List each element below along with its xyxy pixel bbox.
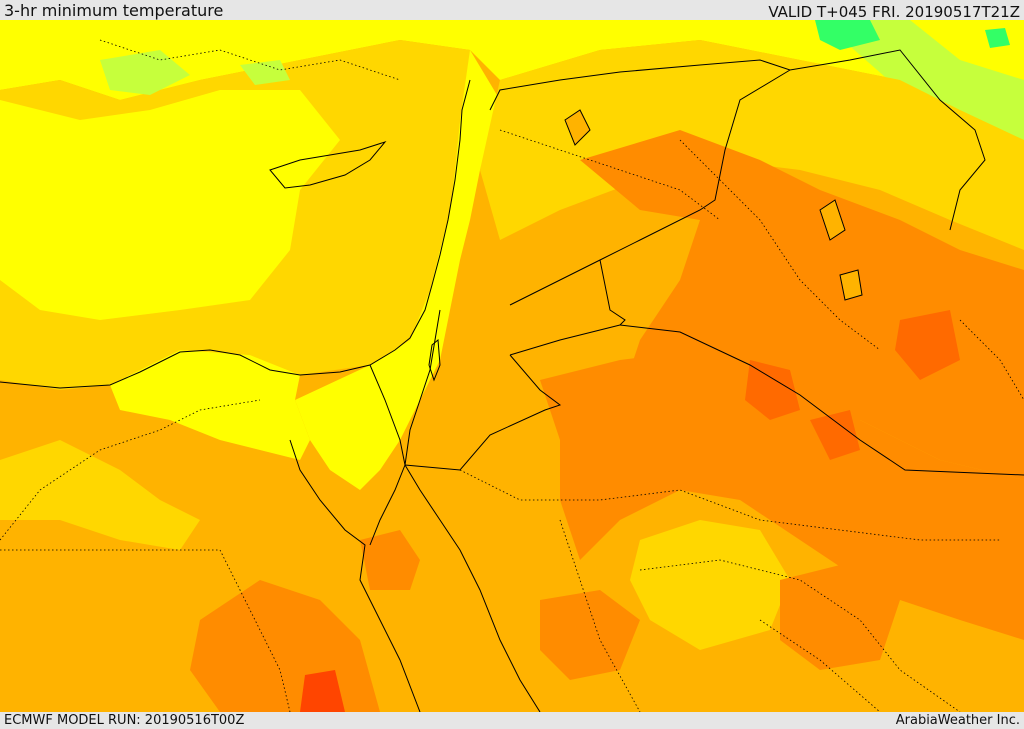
cyprus-outline	[269, 141, 387, 189]
map-canvas	[0, 20, 1024, 712]
green-core-far-east	[985, 28, 1010, 48]
red-sea-orange	[360, 530, 420, 590]
model-run-label: ECMWF MODEL RUN: 20190516T00Z	[4, 713, 245, 728]
jordan-iraq-saudi-border	[599, 259, 1024, 476]
sea-yellow-patch	[0, 90, 340, 320]
hot-spot-iraq-east	[895, 310, 960, 380]
hot-spot-gulf	[810, 410, 860, 460]
credit-label: ArabiaWeather Inc.	[895, 713, 1020, 728]
dead-sea-outline	[428, 338, 441, 382]
green-patch-north-west	[100, 50, 190, 95]
levant-gold-band	[480, 40, 1024, 250]
green-core-north-east	[815, 20, 880, 50]
yemen-orange	[780, 560, 900, 670]
lake-assad	[564, 109, 591, 146]
egypt-red-sea-coast	[289, 439, 421, 712]
temperature-map[interactable]	[0, 20, 1024, 712]
turkey-border	[489, 49, 986, 231]
hot-spot-iraq	[745, 360, 800, 420]
south-gold-patch	[630, 520, 790, 650]
lake-habbaniyah	[839, 269, 863, 301]
saudi-red-sea-coast	[404, 464, 541, 712]
saudi-orange-zone	[540, 350, 1024, 640]
egypt-yellow-zone	[110, 350, 310, 460]
lake-tharthar	[819, 199, 846, 241]
green-patch-small	[240, 60, 290, 85]
hot-spot-egypt	[300, 670, 345, 712]
jordan-saudi-border	[509, 324, 621, 356]
saudi-west-orange	[540, 590, 640, 680]
israel-jordan-border	[404, 309, 441, 466]
levant-yellow-strip	[295, 50, 500, 490]
valid-time: VALID T+045 FRI. 20190517T21Z	[768, 3, 1020, 21]
country-borders	[0, 49, 1024, 712]
header-bar: 3-hr minimum temperature VALID T+045 FRI…	[0, 0, 1024, 20]
syria-iraq-border	[509, 69, 791, 306]
north-yellow-zone	[0, 20, 1024, 140]
map-title: 3-hr minimum temperature	[4, 1, 224, 20]
south-west-gold-patch	[0, 440, 200, 550]
internal-boundaries	[0, 39, 1024, 712]
footer-bar: ECMWF MODEL RUN: 20190516T00Z ArabiaWeat…	[0, 712, 1024, 729]
